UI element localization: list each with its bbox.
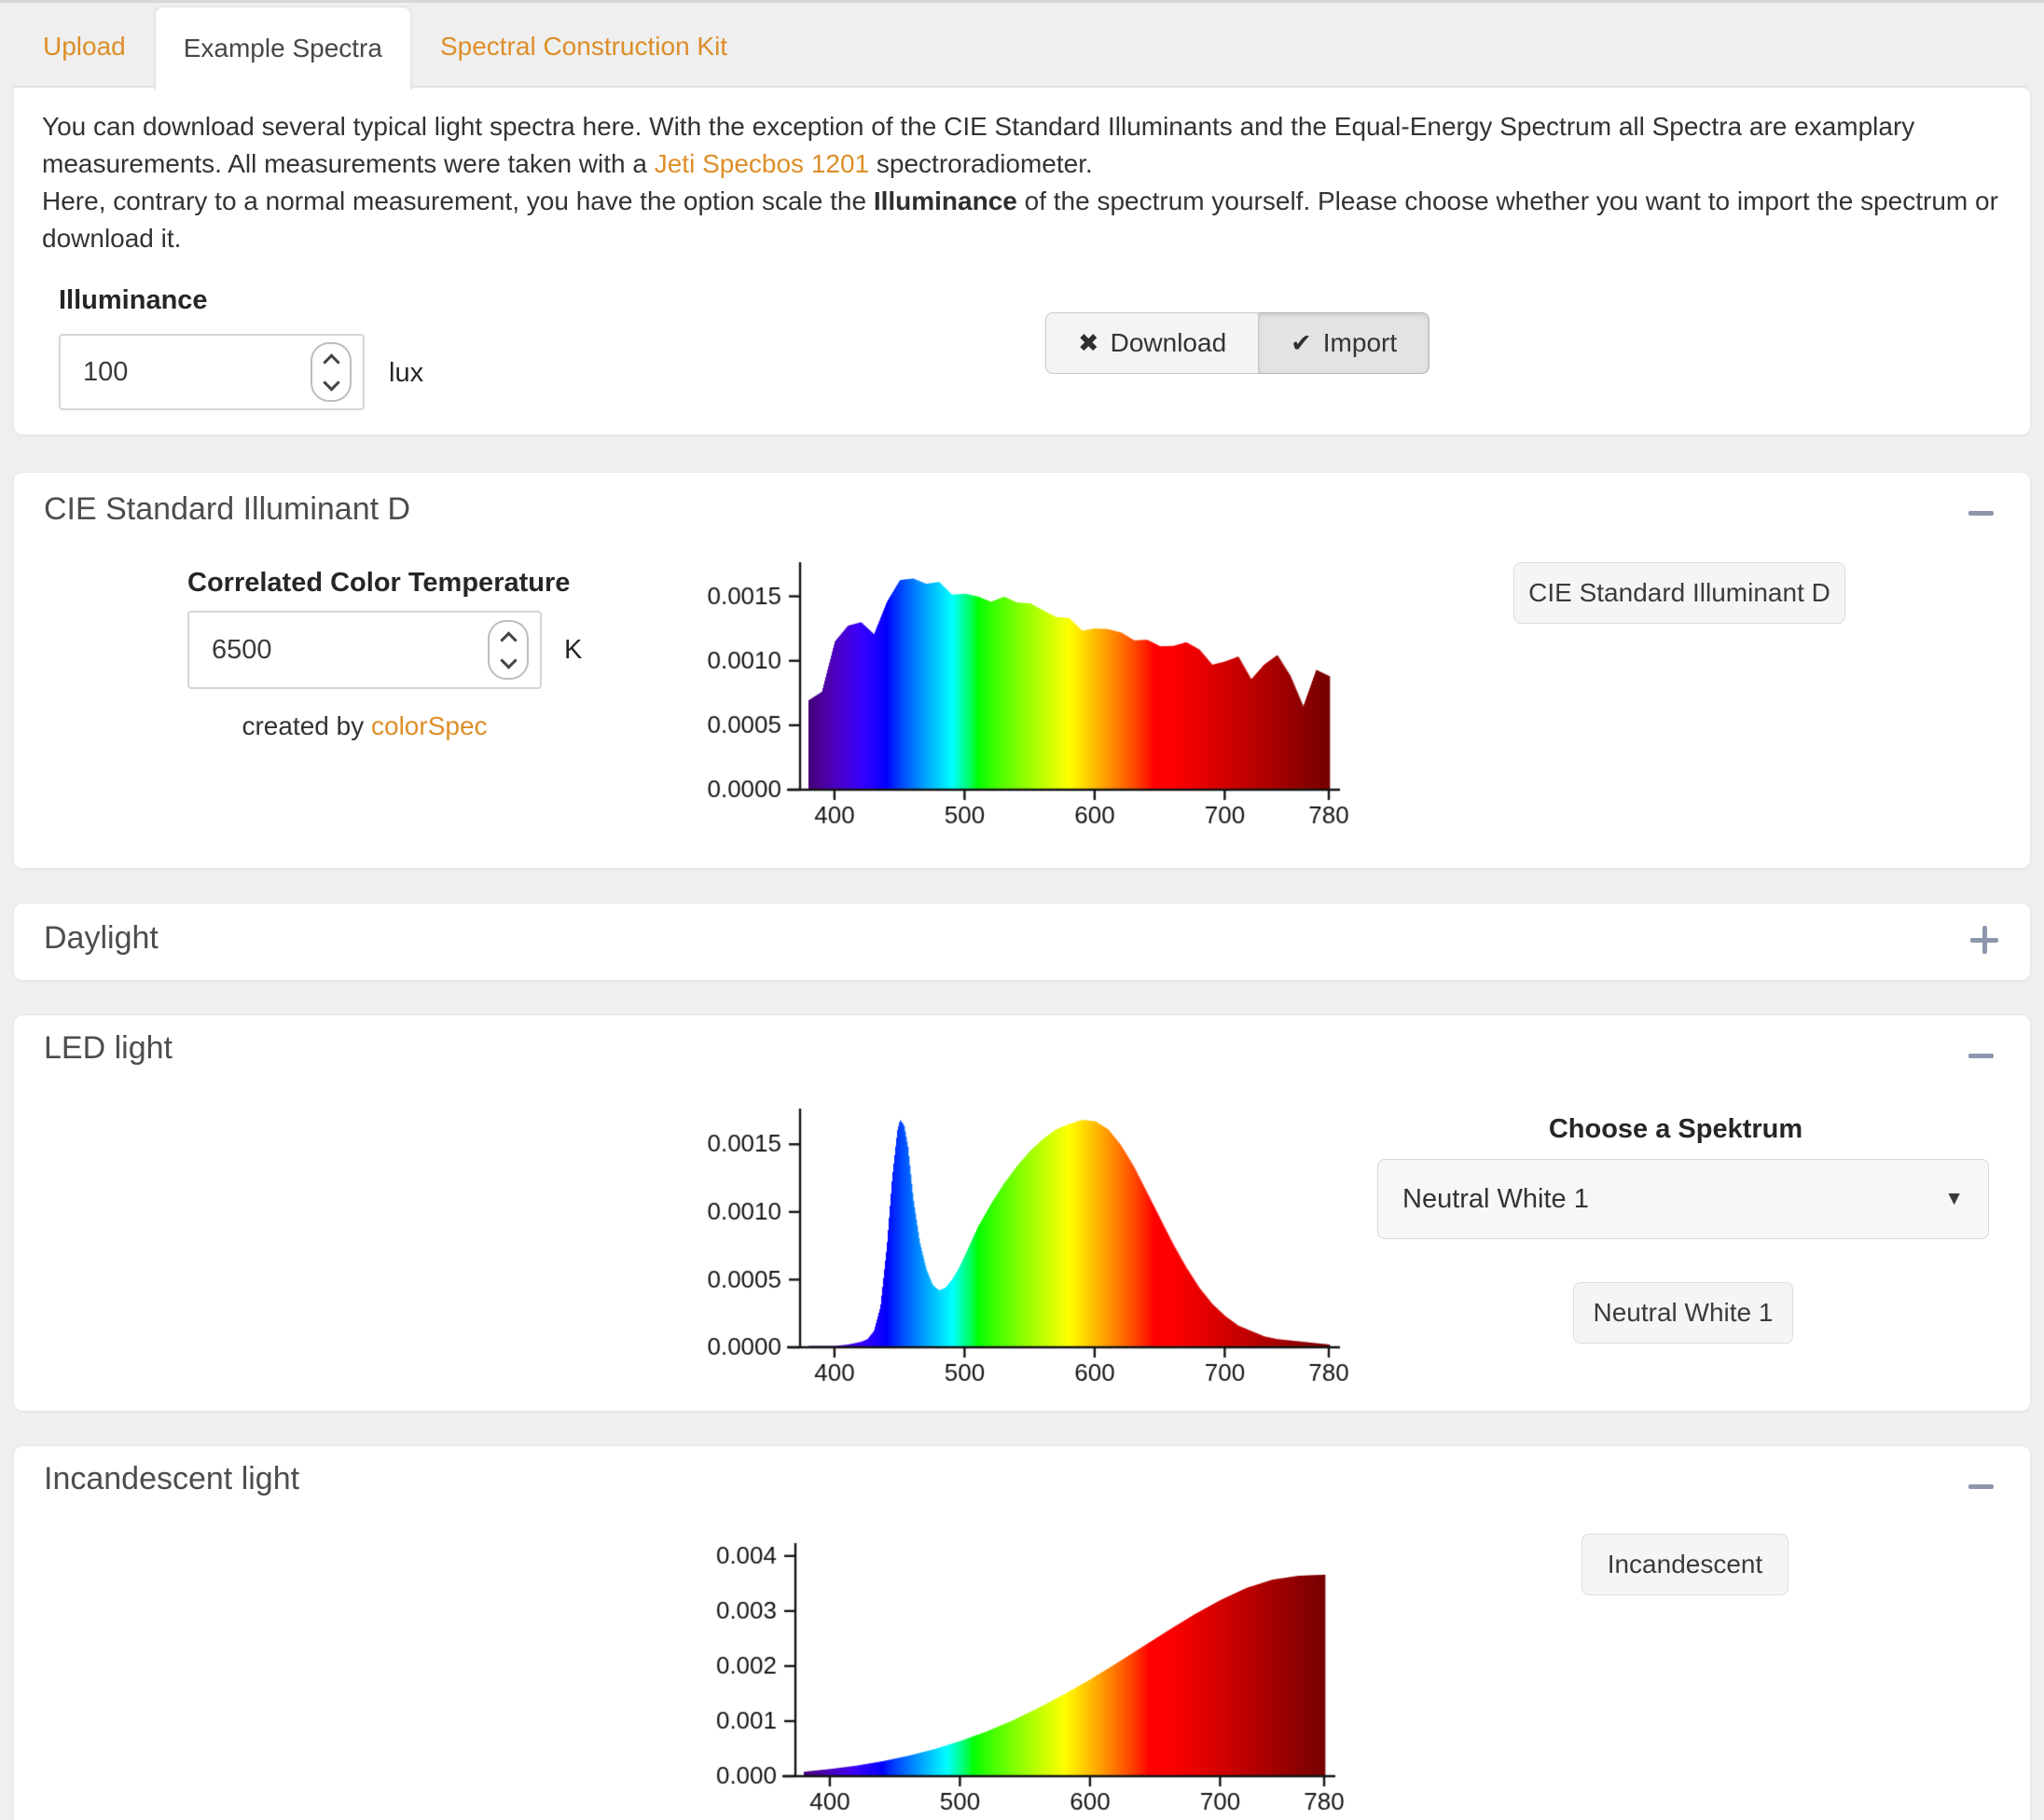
incandescent-collapse-button[interactable] xyxy=(1965,1470,1996,1502)
led-collapse-button[interactable] xyxy=(1965,1040,1996,1071)
intro-segment-4: of the spectrum yourself. Please choose … xyxy=(42,186,1998,253)
stepper-down-icon[interactable] xyxy=(499,651,518,669)
example-spectra-panel: You can download several typical light s… xyxy=(13,86,2031,435)
cie-illuminant-button[interactable]: CIE Standard Illuminant D xyxy=(1513,562,1845,624)
minus-icon xyxy=(1968,1053,1994,1058)
spectrum-select-value: Neutral White 1 xyxy=(1402,1183,1589,1214)
minus-icon xyxy=(1968,510,1994,516)
download-button-label: Download xyxy=(1110,328,1227,357)
neutral-white-button-label: Neutral White 1 xyxy=(1593,1298,1774,1327)
top-border xyxy=(0,0,2044,3)
stepper-up-icon[interactable] xyxy=(499,630,518,649)
intro-text: You can download several typical light s… xyxy=(42,108,2026,257)
chevron-down-icon: ▼ xyxy=(1944,1188,1964,1209)
credit-prefix: created by xyxy=(242,711,371,740)
stepper-down-icon[interactable] xyxy=(322,373,340,392)
plus-icon xyxy=(1970,926,1998,954)
download-import-toggle: ✖ Download ✔ Import xyxy=(1045,312,1430,374)
incandescent-spectrum-chart xyxy=(699,1534,1352,1819)
illuminance-input-wrap xyxy=(59,334,365,410)
cie-illuminant-panel: CIE Standard Illuminant D Correlated Col… xyxy=(13,472,2031,869)
spectrum-select[interactable]: Neutral White 1 ▼ xyxy=(1377,1159,1989,1239)
colorspec-credit: created by colorSpec xyxy=(187,711,542,741)
intro-segment-2: spectroradiometer. xyxy=(869,149,1093,178)
intro-segment-3: Here, contrary to a normal measurement, … xyxy=(42,186,874,215)
cct-input[interactable] xyxy=(189,613,540,687)
tab-example-spectra[interactable]: Example Spectra xyxy=(153,6,412,90)
colorspec-link[interactable]: colorSpec xyxy=(371,711,488,740)
illuminance-label: Illuminance xyxy=(59,285,208,315)
incandescent-panel: Incandescent light Incandescent xyxy=(13,1445,2031,1820)
tab-upload[interactable]: Upload xyxy=(43,32,126,61)
import-button-label: Import xyxy=(1322,328,1398,357)
cct-input-wrap xyxy=(187,611,542,689)
neutral-white-button[interactable]: Neutral White 1 xyxy=(1573,1282,1793,1344)
intro-segment-1: You can download several typical light s… xyxy=(42,112,1915,178)
cct-stepper[interactable] xyxy=(488,620,529,680)
incandescent-button[interactable]: Incandescent xyxy=(1581,1534,1788,1595)
download-button[interactable]: ✖ Download xyxy=(1045,312,1260,374)
tab-spectral-construction-kit[interactable]: Spectral Construction Kit xyxy=(439,32,728,61)
led-spectrum-chart xyxy=(704,1099,1357,1390)
daylight-expand-button[interactable] xyxy=(1968,924,2000,956)
jeti-specbos-link[interactable]: Jeti Specbos 1201 xyxy=(654,149,870,178)
x-icon: ✖ xyxy=(1078,328,1099,357)
daylight-panel-title: Daylight xyxy=(44,920,159,956)
minus-icon xyxy=(1968,1483,1994,1489)
stepper-up-icon[interactable] xyxy=(322,352,340,371)
tab-bar: Upload Example Spectra Spectral Construc… xyxy=(15,6,755,90)
cct-label: Correlated Color Temperature xyxy=(187,568,571,598)
incandescent-panel-title: Incandescent light xyxy=(44,1461,300,1496)
cie-panel-title: CIE Standard Illuminant D xyxy=(44,491,411,527)
led-light-panel: LED light Choose a Spektrum Neutral Whit… xyxy=(13,1014,2031,1412)
led-panel-title: LED light xyxy=(44,1030,173,1066)
illuminance-unit: lux xyxy=(389,358,424,388)
incandescent-button-label: Incandescent xyxy=(1607,1550,1763,1579)
import-button[interactable]: ✔ Import xyxy=(1259,312,1430,374)
check-icon: ✔ xyxy=(1291,328,1312,357)
choose-spectrum-label: Choose a Spektrum xyxy=(1548,1114,1803,1144)
cie-collapse-button[interactable] xyxy=(1965,497,1996,529)
illuminance-stepper[interactable] xyxy=(311,342,352,402)
daylight-panel: Daylight xyxy=(13,903,2031,981)
cie-illuminant-button-label: CIE Standard Illuminant D xyxy=(1528,578,1830,607)
cie-spectrum-chart xyxy=(704,553,1357,833)
cct-unit: K xyxy=(564,635,583,665)
intro-illuminance-bold: Illuminance xyxy=(873,186,1017,215)
